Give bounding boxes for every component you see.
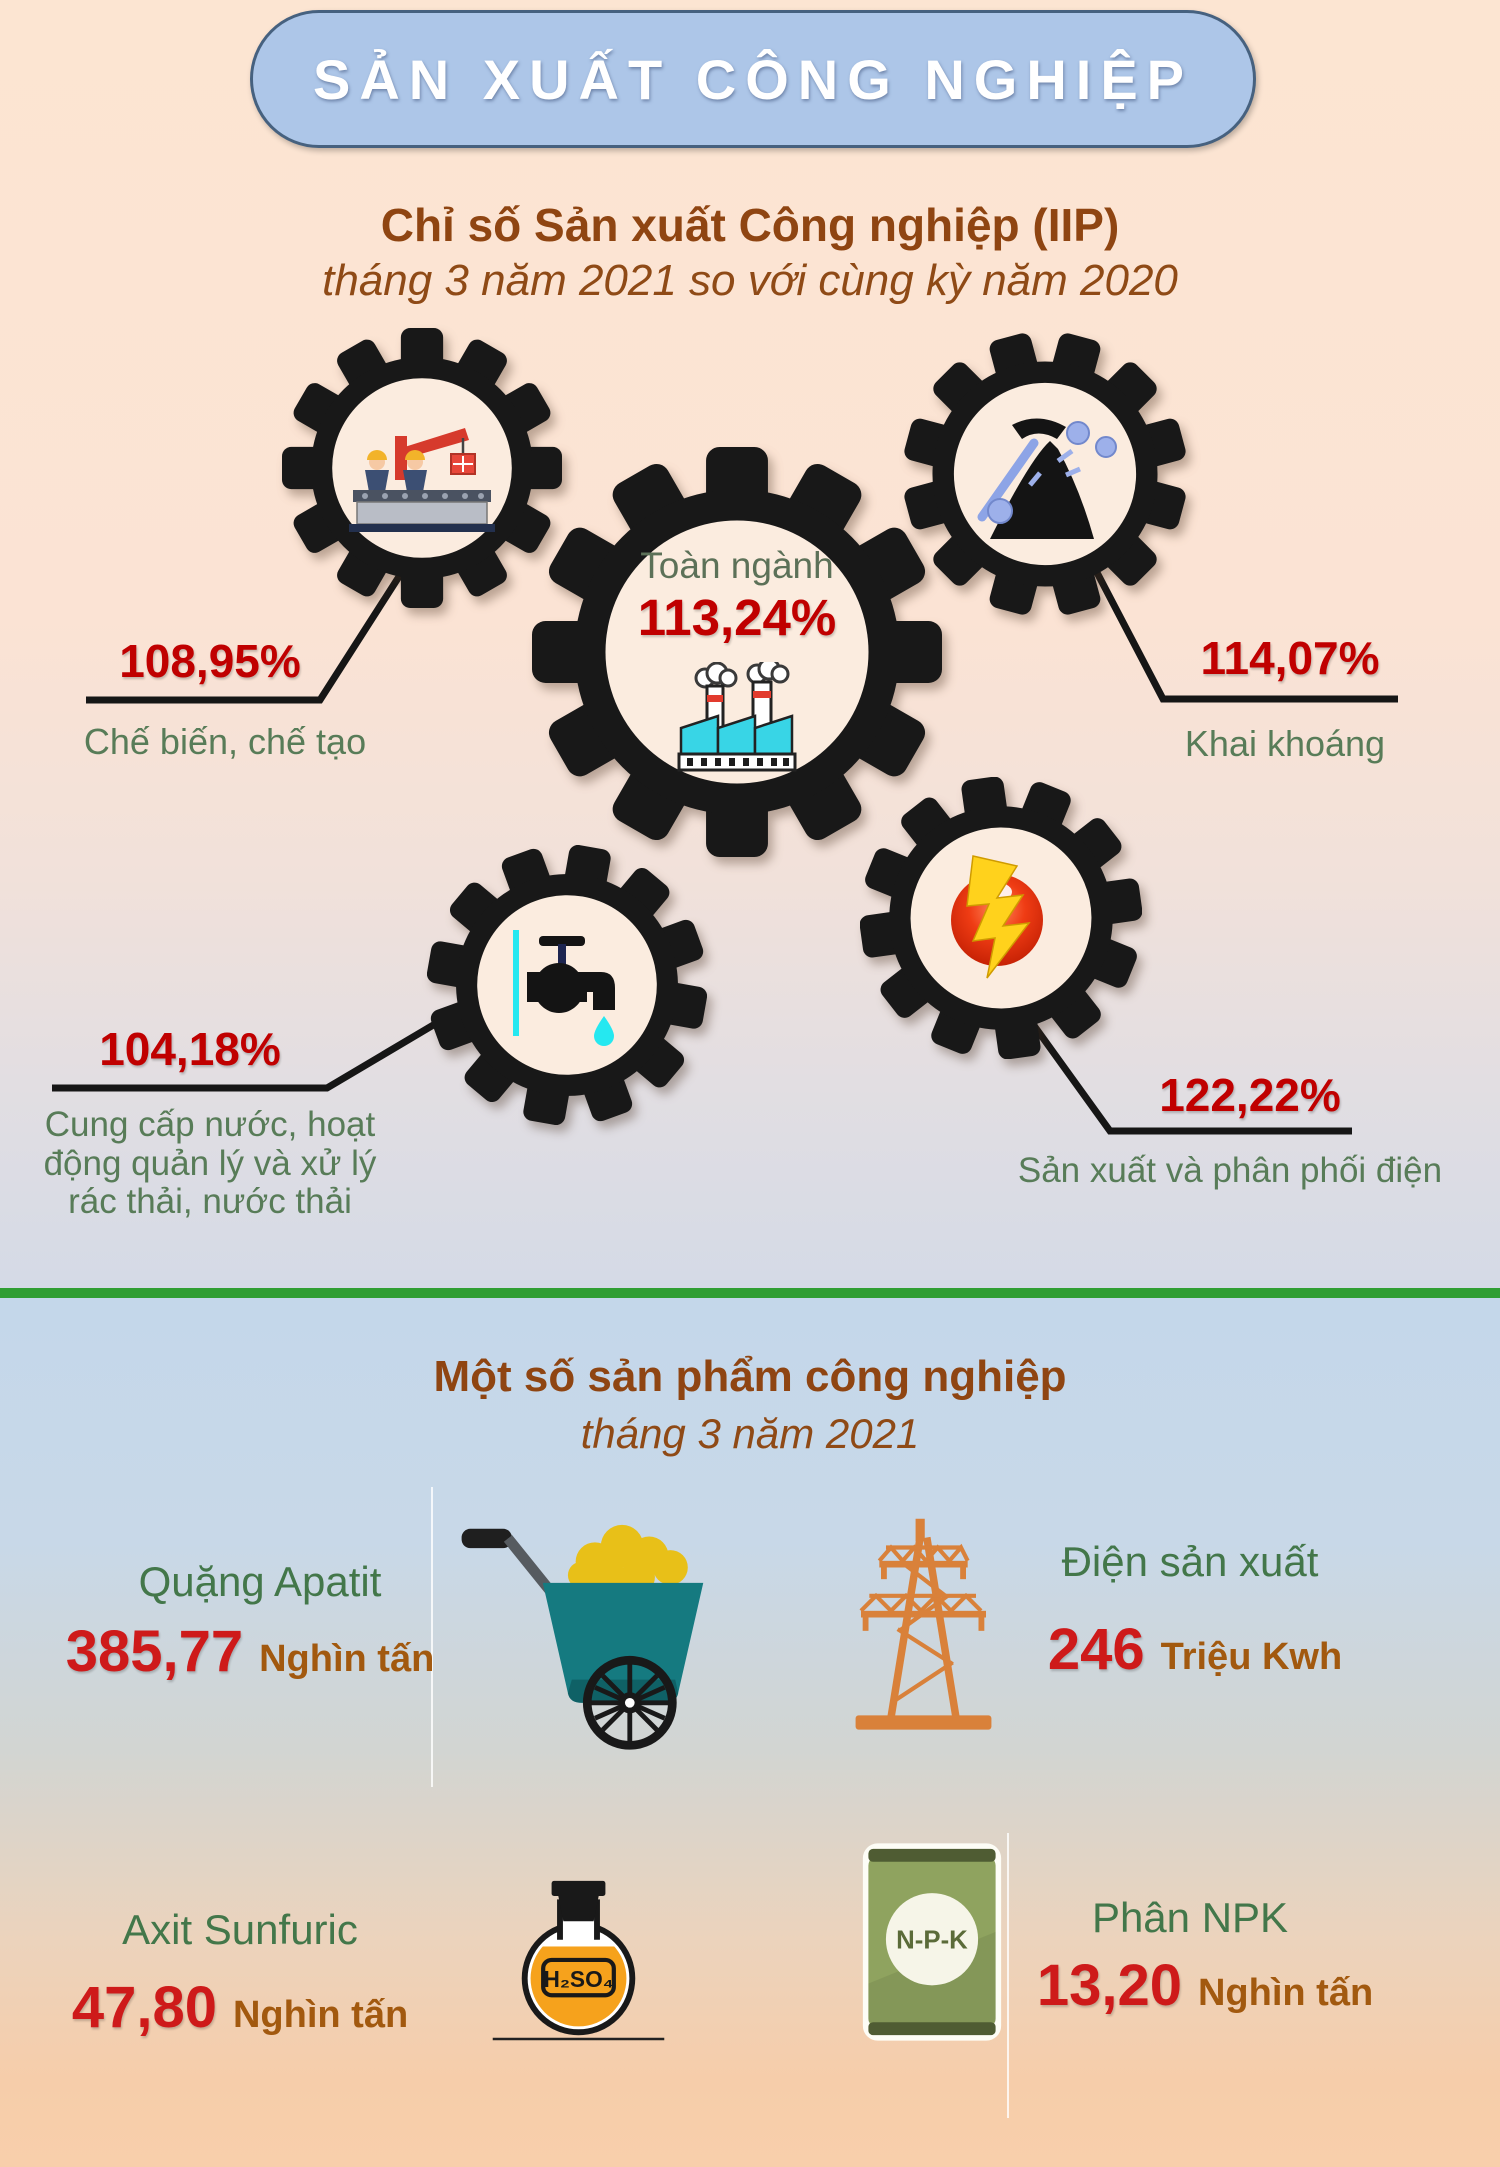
- product-value-row: 385,77 Nghìn tấn: [10, 1618, 490, 1685]
- total-label: Toàn ngành: [640, 545, 834, 586]
- sector-label-che-bien: Chế biến, chế tạo: [83, 721, 367, 762]
- gear-icon-main: [532, 447, 942, 857]
- assembly-line-icon: [349, 428, 495, 532]
- iip-heading: Chỉ số Sản xuất Công nghiệp (IIP): [380, 199, 1120, 251]
- sector-value-dien: 122,22%: [1159, 1069, 1341, 1121]
- flask-label: H₂SO₄: [543, 1966, 613, 1992]
- product-unit: Triệu Kwh: [1160, 1636, 1343, 1678]
- product-name-axit: Axit Sunfuric: [122, 1906, 358, 1953]
- products-heading: Một số sản phẩm công nghiệp: [433, 1352, 1067, 1401]
- sector-value-khai-khoang: 114,07%: [1200, 632, 1380, 684]
- total-value: 113,24%: [637, 589, 837, 646]
- product-value: 385,77: [65, 1619, 244, 1684]
- fertilizer-bag-icon: N-P-K: [862, 1843, 1002, 2041]
- column-separator: [1007, 1833, 1009, 2118]
- fertilizer-bag-label: N-P-K: [896, 1926, 968, 1954]
- sector-value-che-bien: 108,95%: [119, 635, 301, 687]
- product-value: 13,20: [1036, 1953, 1182, 2018]
- page-title: SẢN XUẤT CÔNG NGHIỆP: [312, 47, 1194, 111]
- iip-subheading: tháng 3 năm 2021 so với cùng kỳ năm 2020: [322, 256, 1178, 305]
- ore-cart-icon: [461, 1524, 704, 1750]
- background-bottom: [0, 1298, 1500, 2167]
- product-unit: Nghìn tấn: [232, 1994, 409, 2036]
- title-banner: SẢN XUẤT CÔNG NGHIỆP: [250, 10, 1256, 148]
- callout-lines: [52, 538, 1398, 1135]
- products-subheading: tháng 3 năm 2021: [580, 1410, 920, 1457]
- product-value-row: 47,80 Nghìn tấn: [10, 1974, 470, 2041]
- section-divider: [0, 1288, 1500, 1298]
- sector-label-dien: Sản xuất và phân phối điện: [1017, 1151, 1443, 1190]
- product-unit: Nghìn tấn: [259, 1638, 435, 1680]
- sector-value-nuoc: 104,18%: [99, 1023, 281, 1075]
- product-unit: Nghìn tấn: [1197, 1972, 1374, 2014]
- product-value-row: 13,20 Nghìn tấn: [1000, 1952, 1410, 2019]
- sector-label-nuoc: Cung cấp nước, hoạt động quản lý và xử l…: [43, 1105, 377, 1221]
- product-value-row: 246 Triệu Kwh: [1000, 1616, 1390, 1683]
- product-value: 47,80: [71, 1975, 217, 2040]
- product-value: 246: [1047, 1617, 1145, 1682]
- power-tower-icon: [855, 1518, 992, 1730]
- factory-icon: [677, 662, 797, 772]
- flask-icon: H₂SO₄: [492, 1880, 665, 2041]
- column-separator: [431, 1487, 433, 1787]
- product-name-apatit: Quặng Apatit: [138, 1558, 382, 1605]
- product-name-dien: Điện sản xuất: [1061, 1538, 1319, 1585]
- lightning-icon: [951, 855, 1043, 979]
- product-name-npk: Phân NPK: [1091, 1894, 1289, 1941]
- water-tap-icon: [513, 930, 615, 1046]
- mining-pickaxe-icon: [977, 418, 1117, 539]
- sector-label-khai-khoang: Khai khoáng: [1184, 723, 1386, 764]
